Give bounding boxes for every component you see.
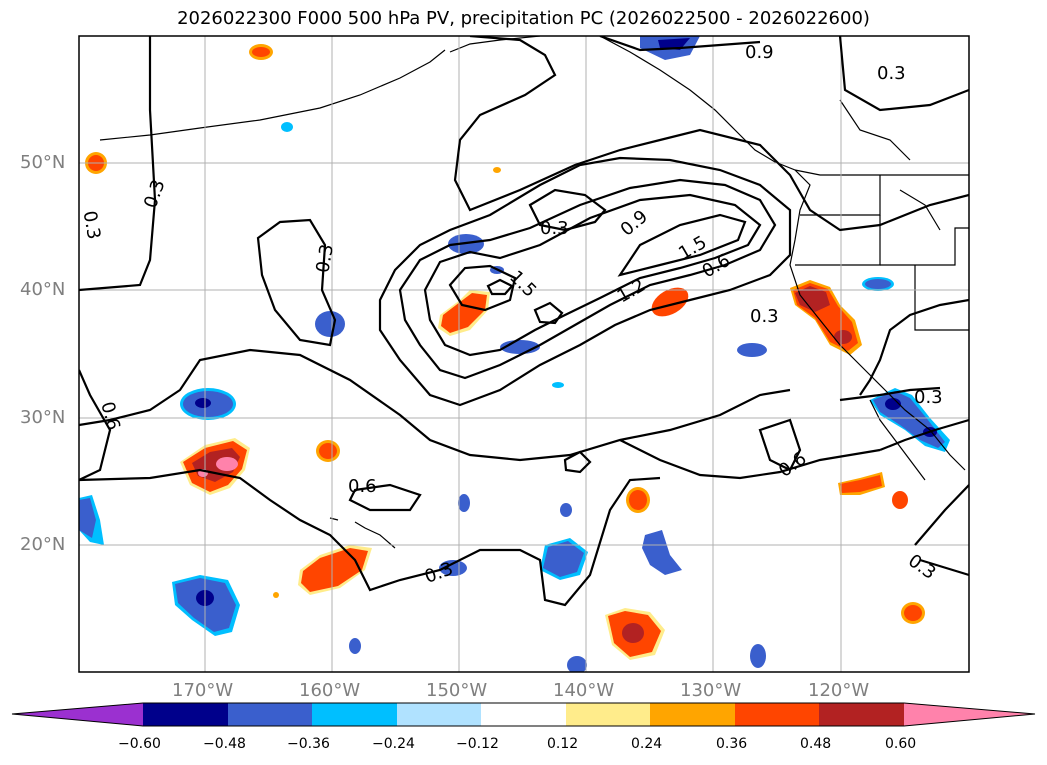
contour-label: 0.6 bbox=[96, 399, 124, 432]
contour-label: 0.3 bbox=[140, 177, 170, 211]
contour-label: 0.3 bbox=[904, 550, 940, 584]
contour-label: 1.2 bbox=[614, 275, 649, 308]
contour-label: 0.3 bbox=[914, 387, 943, 408]
lat-label-40n: 40°N bbox=[20, 279, 66, 300]
lat-label-30n: 30°N bbox=[20, 407, 66, 428]
lat-label-20n: 20°N bbox=[20, 534, 66, 555]
colorbar-tick: −0.48 bbox=[203, 736, 246, 752]
contour-label: 0.9 bbox=[745, 42, 774, 63]
lon-label-130w: 130°W bbox=[680, 680, 742, 701]
contour-label: 0.3 bbox=[79, 209, 105, 241]
lon-label-170w: 170°W bbox=[172, 680, 234, 701]
contour-label: 0.6 bbox=[775, 448, 811, 482]
map-frame bbox=[78, 35, 970, 673]
lon-label-150w: 150°W bbox=[426, 680, 488, 701]
colorbar-tick: 0.36 bbox=[716, 736, 748, 752]
contour-label: 0.3 bbox=[540, 218, 569, 239]
gridlines bbox=[79, 36, 969, 672]
colorbar-tick: −0.24 bbox=[372, 736, 415, 752]
map-title: 2026022300 F000 500 hPa PV, precipitatio… bbox=[177, 8, 870, 29]
lon-label-140w: 140°W bbox=[553, 680, 615, 701]
colorbar-tick: 0.12 bbox=[547, 736, 579, 752]
colorbar-tick: 0.60 bbox=[885, 736, 917, 752]
lon-label-160w: 160°W bbox=[299, 680, 361, 701]
coastlines bbox=[99, 36, 969, 549]
colorbar bbox=[11, 702, 1036, 727]
map-content bbox=[79, 36, 969, 672]
colorbar-tick: −0.12 bbox=[456, 736, 499, 752]
colorbar-tick: 0.48 bbox=[800, 736, 832, 752]
precip-shading bbox=[79, 36, 950, 672]
lon-label-120w: 120°W bbox=[808, 680, 870, 701]
colorbar-tick: −0.36 bbox=[287, 736, 330, 752]
contour-label: 0.9 bbox=[617, 206, 652, 240]
contour-label: 0.6 bbox=[699, 250, 734, 283]
contour-label: 0.3 bbox=[877, 63, 906, 84]
contour-label: 0.3 bbox=[750, 306, 779, 327]
pv-contours bbox=[79, 36, 969, 607]
contour-label-layer: 0.9 0.3 0.3 0.3 0.3 0.3 0.9 1.5 0.6 1.5 … bbox=[79, 42, 943, 588]
colorbar-tick: −0.60 bbox=[118, 736, 161, 752]
contour-label: 0.6 bbox=[348, 476, 377, 497]
contour-label: 0.3 bbox=[312, 243, 338, 275]
colorbar-tick: 0.24 bbox=[631, 736, 663, 752]
lat-label-50n: 50°N bbox=[20, 152, 66, 173]
